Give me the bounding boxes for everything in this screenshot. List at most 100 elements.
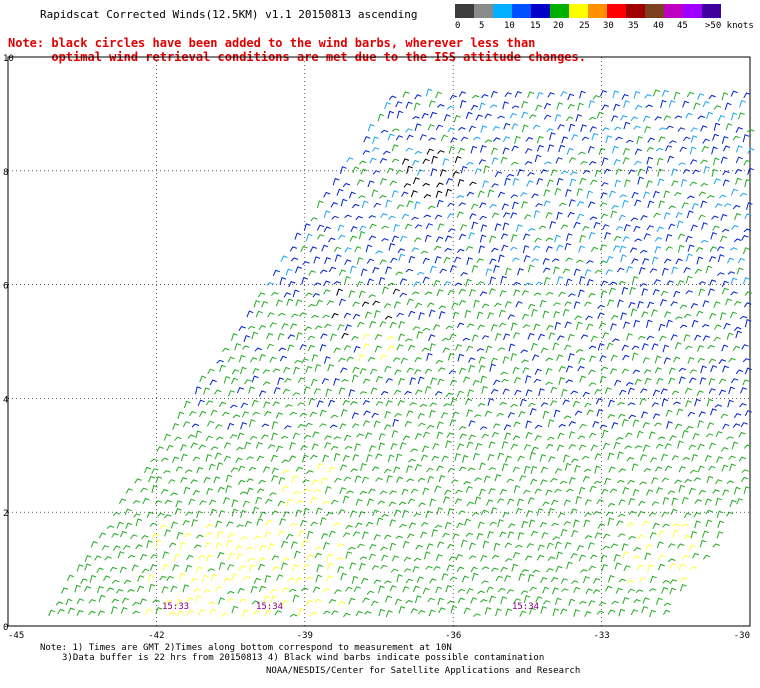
wind-barb xyxy=(579,234,586,243)
wind-barb xyxy=(464,309,471,318)
wind-barb xyxy=(276,574,284,581)
wind-barb xyxy=(259,511,267,519)
wind-barb xyxy=(88,610,96,616)
wind-barb xyxy=(343,345,352,351)
wind-barb xyxy=(620,114,628,121)
wind-barb xyxy=(83,585,92,592)
wind-barb xyxy=(342,495,350,504)
wind-barb xyxy=(694,498,702,504)
wind-barb xyxy=(634,160,642,166)
wind-barb xyxy=(687,244,695,252)
wind-barb xyxy=(285,404,293,408)
wind-barb xyxy=(512,281,521,286)
wind-barb xyxy=(379,157,387,164)
wind-barb xyxy=(516,498,524,506)
wind-barb xyxy=(671,266,678,275)
wind-barb xyxy=(406,533,415,539)
wind-barb xyxy=(148,475,156,483)
wind-barb xyxy=(537,544,545,551)
wind-barb xyxy=(526,180,534,187)
wind-barb xyxy=(473,136,481,141)
wind-barb xyxy=(662,344,670,353)
wind-barb xyxy=(730,311,738,319)
wind-barb xyxy=(675,258,683,265)
wind-barb xyxy=(468,125,476,132)
wind-barb xyxy=(717,272,725,276)
wind-barb xyxy=(622,486,630,495)
wind-barb xyxy=(465,532,474,537)
wind-barb xyxy=(595,398,604,405)
wind-barb xyxy=(355,610,363,617)
wind-barb xyxy=(185,511,193,517)
wind-barb xyxy=(431,455,439,461)
wind-barb xyxy=(646,180,653,188)
wind-barb xyxy=(626,456,635,462)
wind-barb xyxy=(352,531,361,537)
wind-barb xyxy=(545,245,553,253)
wind-barb xyxy=(416,576,424,583)
wind-barb xyxy=(490,357,498,364)
wind-barb xyxy=(668,205,676,210)
wind-barb xyxy=(554,468,563,474)
wind-barb xyxy=(556,177,564,186)
wind-barb xyxy=(726,257,735,264)
wind-barb xyxy=(272,401,280,407)
wind-barb xyxy=(208,601,216,605)
wind-barb xyxy=(386,167,394,174)
wind-barb xyxy=(413,102,421,111)
wind-barb xyxy=(543,102,552,110)
wind-barb xyxy=(689,159,698,165)
scale-color-cell xyxy=(550,4,569,18)
wind-barb xyxy=(670,508,678,515)
wind-barb xyxy=(469,181,477,186)
wind-barb xyxy=(531,258,540,262)
wind-barb xyxy=(239,598,247,603)
wind-barb xyxy=(717,254,725,263)
wind-barb xyxy=(661,453,668,462)
wind-barb xyxy=(368,553,376,561)
wind-barb xyxy=(450,398,458,406)
wind-barb xyxy=(724,102,732,110)
wind-barb xyxy=(408,255,416,264)
wind-barb xyxy=(349,562,357,570)
wind-barb xyxy=(310,454,318,460)
wind-barb xyxy=(251,399,259,407)
wind-barb xyxy=(697,420,704,428)
wind-barb xyxy=(718,378,727,384)
wind-barb xyxy=(163,433,171,441)
wind-barb xyxy=(205,454,213,462)
wind-barb xyxy=(440,134,448,141)
wind-barb xyxy=(337,566,345,573)
wind-barb xyxy=(310,521,318,527)
wind-barb xyxy=(449,333,457,341)
wind-barb xyxy=(237,432,245,440)
wind-barb xyxy=(445,440,452,449)
wind-barb xyxy=(328,466,336,473)
wind-barb xyxy=(588,116,597,121)
wind-barb xyxy=(664,465,672,472)
wind-barb xyxy=(415,595,422,604)
wind-barb xyxy=(270,595,278,603)
wind-barb xyxy=(429,111,437,119)
wind-barb xyxy=(162,563,170,572)
wind-barb xyxy=(708,465,716,471)
wind-barb xyxy=(407,498,416,505)
wind-barb xyxy=(705,433,714,438)
wind-barb xyxy=(355,522,363,528)
wind-barb xyxy=(527,91,535,98)
wind-barb xyxy=(657,178,665,187)
wind-barb xyxy=(605,511,614,517)
wind-barb xyxy=(312,586,320,593)
wind-barb xyxy=(218,510,226,518)
wind-barb xyxy=(568,443,576,450)
wind-barb xyxy=(365,432,373,439)
wind-barb xyxy=(689,469,698,474)
wind-barb xyxy=(140,553,148,561)
wind-barb xyxy=(628,535,636,540)
wind-barb xyxy=(326,300,335,306)
wind-barb xyxy=(657,168,664,177)
latitude-label: 0 xyxy=(3,623,8,633)
wind-barb xyxy=(558,423,566,428)
wind-barb xyxy=(536,554,545,561)
wind-barb xyxy=(250,585,258,594)
